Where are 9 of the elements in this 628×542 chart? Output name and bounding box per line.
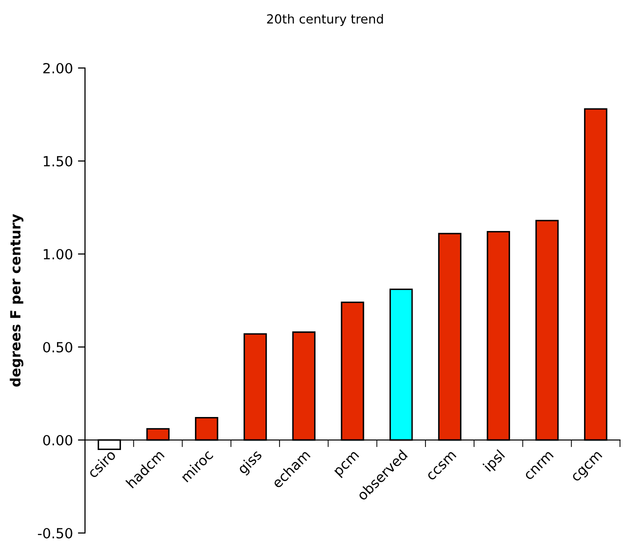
y-tick-label: 2.00 — [43, 62, 72, 74]
chart-title: 20th century trend — [267, 14, 383, 26]
x-tick-label: ipsl — [482, 449, 507, 474]
y-tick-label: 1.50 — [44, 156, 72, 166]
y-tick-label: 0.50 — [43, 342, 72, 352]
y-tick-label: -0.50 — [38, 528, 72, 538]
y-tick-label: 0.00 — [43, 434, 72, 446]
y-axis-title: degrees F per century — [10, 214, 24, 387]
y-tick-label: 1.00 — [44, 248, 72, 260]
